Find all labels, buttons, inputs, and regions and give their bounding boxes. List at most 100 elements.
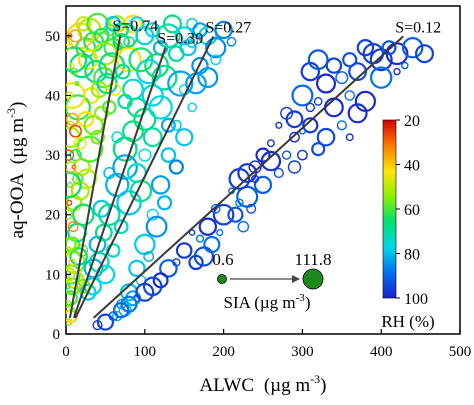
data-point <box>307 49 329 71</box>
data-point <box>188 254 204 271</box>
data-point <box>168 159 184 175</box>
data-point <box>291 84 314 107</box>
data-point <box>227 206 244 223</box>
data-point <box>253 175 273 194</box>
fit-line-labels: S=0.74S=0.39S=0.27 S=0.12 <box>112 18 441 48</box>
data-point <box>66 267 76 282</box>
colorbar-ticks: 20 40 60 80 100 <box>396 113 428 308</box>
data-point <box>347 103 368 124</box>
data-point <box>266 139 275 148</box>
data-point <box>66 283 70 290</box>
data-point <box>83 115 104 136</box>
data-point <box>175 242 193 259</box>
data-point <box>170 119 182 131</box>
data-point <box>255 147 271 163</box>
data-point <box>275 121 283 129</box>
data-point <box>114 63 131 80</box>
data-point <box>160 147 177 163</box>
data-point <box>356 39 375 57</box>
data-point <box>305 102 315 113</box>
x-axis-label-close: ) <box>320 375 326 396</box>
data-point <box>66 237 77 252</box>
data-point <box>342 52 358 68</box>
fit-line <box>72 47 167 319</box>
x-tick-label: 100 <box>134 344 157 360</box>
data-point <box>128 259 146 278</box>
data-point <box>214 20 233 40</box>
data-point <box>246 203 257 214</box>
data-point <box>77 49 99 70</box>
colorbar-tick-label: 80 <box>404 247 420 264</box>
data-point <box>66 290 78 307</box>
data-point <box>400 61 409 70</box>
colorbar-gradient <box>382 119 397 299</box>
fit-line-label: S=0.27 <box>205 19 251 36</box>
data-point <box>66 171 82 199</box>
data-point <box>74 81 80 86</box>
data-point <box>129 179 153 203</box>
y-axis-label-name: aq-OOA <box>7 173 28 239</box>
data-point <box>325 57 343 74</box>
data-point <box>106 243 121 258</box>
data-point <box>287 160 302 174</box>
data-point <box>226 36 237 47</box>
data-point <box>369 48 393 72</box>
data-point <box>210 54 222 66</box>
data-point <box>296 149 308 161</box>
data-point <box>393 67 401 76</box>
y-axis-label-unit: (µg m <box>7 118 28 165</box>
data-point <box>69 124 82 138</box>
y-axis-label-close: ) <box>7 102 28 108</box>
data-point <box>66 149 75 161</box>
data-point <box>370 66 393 89</box>
x-axis-label-unit: (µg m <box>264 375 311 396</box>
colorbar-tick-label: 20 <box>404 113 420 130</box>
size-legend-label-exponent: -3 <box>296 292 306 304</box>
size-legend-min-label: 0.6 <box>212 250 233 269</box>
data-point <box>123 36 135 48</box>
data-point <box>72 203 95 226</box>
data-point <box>187 102 197 113</box>
y-tick-label: 30 <box>45 148 60 164</box>
size-legend-label: SIA (µg m-3) <box>224 292 311 312</box>
y-tick-label: 50 <box>45 29 60 45</box>
size-legend-label-close: ) <box>305 293 311 312</box>
sia-size-legend: 0.6 111.8 SIA (µg m-3) <box>212 250 331 312</box>
data-point <box>150 175 171 195</box>
data-point <box>186 35 199 48</box>
y-tick-label: 0 <box>53 327 61 343</box>
data-point <box>73 136 87 150</box>
rh-colorbar: 20 40 60 80 100 RH (%) <box>381 113 434 331</box>
data-point <box>311 142 326 157</box>
data-point <box>105 172 130 197</box>
data-point <box>75 16 92 32</box>
data-point <box>175 128 194 147</box>
scatter-points <box>66 12 435 331</box>
data-point <box>143 251 155 262</box>
size-legend-max-label: 111.8 <box>295 250 332 269</box>
data-point <box>210 203 221 214</box>
data-point <box>302 117 319 134</box>
size-legend-arrowhead <box>292 275 300 283</box>
colorbar-tick-label: 40 <box>404 158 420 175</box>
x-tick-label: 0 <box>62 344 70 360</box>
data-point <box>98 203 121 226</box>
data-point <box>70 67 78 76</box>
data-point <box>155 23 181 49</box>
data-point <box>415 44 435 64</box>
data-point <box>151 64 178 91</box>
fit-line <box>68 35 122 319</box>
data-point <box>108 83 122 96</box>
data-point <box>92 320 103 331</box>
y-tick-label: 20 <box>45 208 60 224</box>
data-point <box>113 219 129 235</box>
data-point <box>66 246 72 255</box>
data-point <box>135 282 155 302</box>
data-point <box>68 258 77 267</box>
data-point <box>72 173 84 185</box>
data-point <box>159 259 178 278</box>
data-point <box>316 73 337 94</box>
data-point <box>94 223 113 242</box>
data-point <box>129 16 145 32</box>
x-axis-ticks: 0 100 200 300 400 500 <box>62 329 471 360</box>
